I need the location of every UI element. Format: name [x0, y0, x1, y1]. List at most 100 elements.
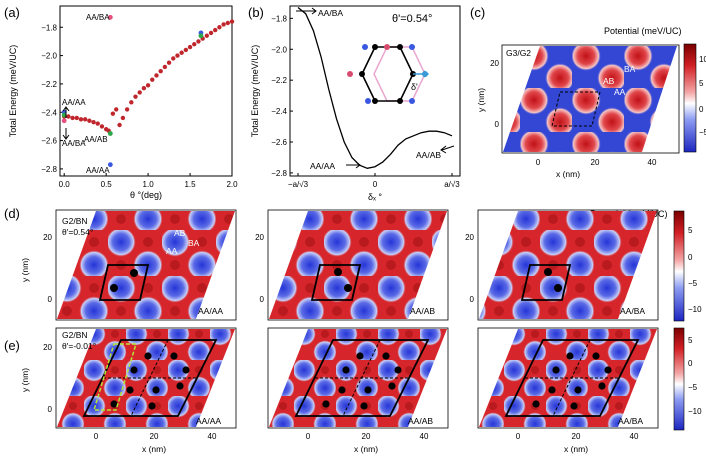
- panel-b-energy-curve: [297, 6, 453, 169]
- data-point: [95, 121, 100, 126]
- label-aa: AA: [166, 246, 178, 256]
- data-point: [74, 115, 79, 121]
- atom-n: [409, 98, 415, 104]
- atom: [397, 44, 403, 50]
- panel-a-label-aa-ab: AA/AB: [84, 135, 108, 144]
- x-tick-label: 40: [648, 158, 657, 167]
- data-point: [99, 124, 105, 129]
- atom: [372, 44, 378, 50]
- panel-a-xlabel: θ °(deg): [130, 190, 162, 200]
- supercell-divider: [130, 339, 169, 417]
- panel-a-ticks: 0.0 0.5 1.0 1.5 2.0 −1.8 −2.0 −2.2 −2.4 −2.6 −2.8: [41, 23, 238, 189]
- stacking-site: [322, 400, 330, 408]
- y-tick-label: −2.8: [41, 165, 57, 174]
- stacking-site: [554, 284, 562, 292]
- stacking-site: [604, 366, 612, 374]
- data-point: [114, 107, 119, 112]
- label-theta: θ'=0.54°: [62, 227, 93, 237]
- potential-map-panel: AA/BA 20 0: [465, 209, 659, 321]
- stacking-site: [570, 402, 578, 410]
- x-tick-label: 40: [208, 432, 217, 441]
- y-tick-label: 0: [48, 405, 53, 414]
- panel-label-b: (b): [248, 5, 264, 20]
- black-hexagon: [361, 46, 414, 102]
- stacking-site: [388, 382, 396, 390]
- data-point: [70, 115, 75, 121]
- stacking-site: [566, 352, 574, 360]
- y-tick-label: −2.2: [41, 80, 57, 89]
- panel-b-line: −1.8 −2.0 −2.2 −2.4 −2.6 −2.8−a/√3 0 a/√3 θ'=0.…: [250, 5, 461, 202]
- panel-b-ticks: −1.8 −2.0 −2.2 −2.4 −2.6 −2.8−a/√3 0 a/√3: [271, 14, 460, 189]
- stacking-site: [334, 268, 342, 276]
- panel-c-colorbar-ticks: 10 5 0 −5: [699, 55, 706, 137]
- x-tick-label: 0.0: [59, 180, 71, 189]
- x-tick-label: 0: [373, 180, 378, 189]
- x-tick-label: 0: [516, 432, 521, 441]
- colorbar-tick-label: 5: [688, 336, 693, 345]
- stacking-site: [110, 400, 118, 408]
- map-frame: [477, 327, 659, 429]
- panel-a-frame: [59, 5, 233, 177]
- label-ba: BA: [188, 238, 200, 248]
- colorbar-tick-label: 5: [699, 79, 704, 88]
- stacking-site: [598, 382, 606, 390]
- y-tick-label: −2.0: [271, 45, 287, 54]
- y-axis-label: y (nm): [20, 258, 30, 282]
- stacking-site: [356, 352, 364, 360]
- panel-c-label-g3g2: G3/G2: [506, 48, 531, 58]
- supercell: [82, 339, 218, 417]
- panel-e-colorbar-ticks: 5 0 −5 −10: [688, 336, 702, 416]
- stacking-site: [548, 386, 556, 394]
- map-frame: [267, 209, 449, 321]
- panel-a-label-aa-ba-top: AA/BA: [86, 13, 110, 22]
- stacking-site: [130, 269, 138, 277]
- atom-n: [409, 44, 415, 50]
- stacking-site: [130, 366, 138, 374]
- special-point: [61, 112, 67, 118]
- atom: [372, 98, 378, 104]
- data-point: [110, 111, 116, 116]
- panel-b-ylabel: Total Energy (meV/UC): [250, 45, 260, 138]
- colorbar-tick-label: 0: [688, 359, 693, 368]
- y-tick-label: −2.6: [271, 138, 287, 147]
- y-tick-label: −2.4: [41, 108, 57, 117]
- atom-n: [365, 98, 371, 104]
- y-tick-label: 20: [490, 59, 499, 68]
- data-point: [225, 20, 231, 26]
- panel-b-label-aa-ab: AA/AB: [416, 150, 441, 160]
- panel-b-label-aa-ba: AA/BA: [318, 8, 343, 18]
- data-point: [221, 22, 226, 27]
- corner-stacking-label: AA/BA: [618, 416, 643, 426]
- y-tick-label: −2.8: [271, 169, 287, 178]
- stacking-site: [110, 284, 118, 292]
- data-point: [141, 85, 147, 91]
- panel-b-hexagon-inset: δ': [347, 44, 430, 104]
- x-tick-label: 0: [94, 432, 99, 441]
- stacking-site: [144, 352, 152, 360]
- data-point: [66, 114, 71, 119]
- y-tick-label: −2.4: [271, 107, 287, 116]
- atom: [359, 71, 365, 77]
- data-point: [124, 107, 130, 112]
- panel-c-ylabel: y (nm): [476, 88, 486, 112]
- label-theta: θ'=-0.01°: [62, 341, 96, 351]
- x-axis-label: x (nm): [354, 444, 378, 454]
- data-point: [117, 122, 122, 128]
- panel-a-label-aa-ba-left: AA/BA: [62, 139, 86, 148]
- x-tick-label: 20: [591, 158, 600, 167]
- data-point: [175, 53, 180, 58]
- atom-b: [347, 71, 353, 77]
- label-g2bn: G2/BN: [62, 216, 88, 226]
- data-point: [179, 50, 184, 55]
- potential-map-panel: AA/AA 0 20 40 x (nm) 20 0 G2/BNθ'=-0.01° y (nm): [20, 327, 237, 454]
- data-point: [213, 27, 218, 33]
- stacking-site: [382, 352, 390, 360]
- map-frame: [55, 209, 237, 321]
- x-tick-label: 0: [306, 432, 311, 441]
- colorbar-tick-label: −10: [688, 407, 702, 416]
- panel-label-d: (d): [4, 206, 20, 221]
- x-tick-label: 0.5: [101, 180, 113, 189]
- panel-a-ylabel: Total Energy (meV/UC): [8, 45, 18, 138]
